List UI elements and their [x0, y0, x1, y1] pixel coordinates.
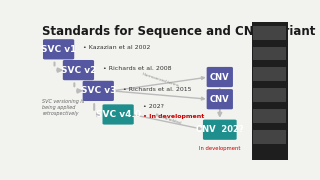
FancyBboxPatch shape [102, 104, 134, 125]
FancyBboxPatch shape [207, 89, 233, 109]
Text: SVC v4.0: SVC v4.0 [96, 110, 140, 119]
Text: SVC v2: SVC v2 [61, 66, 96, 75]
Text: Standards for Sequence and CNV Variant Classificatio: Standards for Sequence and CNV Variant C… [43, 25, 320, 38]
Text: SVC v1: SVC v1 [41, 45, 76, 54]
Bar [253, 130, 285, 144]
Bar [253, 26, 285, 40]
Text: Ported/added: Ported/added [155, 113, 182, 125]
Text: SVC versioning is
being applied
retrospectively: SVC versioning is being applied retrospe… [43, 99, 85, 116]
Bar [253, 88, 285, 102]
Bar [252, 22, 288, 160]
Text: Harmonized terms: Harmonized terms [141, 72, 179, 88]
Text: In development: In development [199, 146, 241, 151]
FancyBboxPatch shape [63, 60, 94, 80]
FancyBboxPatch shape [207, 67, 233, 87]
Text: CNV: CNV [210, 95, 230, 104]
FancyBboxPatch shape [203, 120, 237, 140]
FancyBboxPatch shape [83, 81, 114, 101]
Bar [253, 67, 285, 81]
Text: • Kazazian et al 2002: • Kazazian et al 2002 [84, 45, 151, 50]
FancyBboxPatch shape [43, 39, 74, 59]
Text: • Richards et al. 2008: • Richards et al. 2008 [103, 66, 172, 71]
Bar [253, 47, 285, 60]
Text: CNV  202?: CNV 202? [196, 125, 244, 134]
Text: • Richards et al. 2015: • Richards et al. 2015 [123, 87, 192, 92]
Text: • 202?: • 202? [143, 104, 164, 109]
Text: • In development: • In development [143, 114, 204, 119]
Text: SVC v3: SVC v3 [81, 86, 116, 95]
Bar [253, 109, 285, 123]
Text: CNV: CNV [210, 73, 230, 82]
